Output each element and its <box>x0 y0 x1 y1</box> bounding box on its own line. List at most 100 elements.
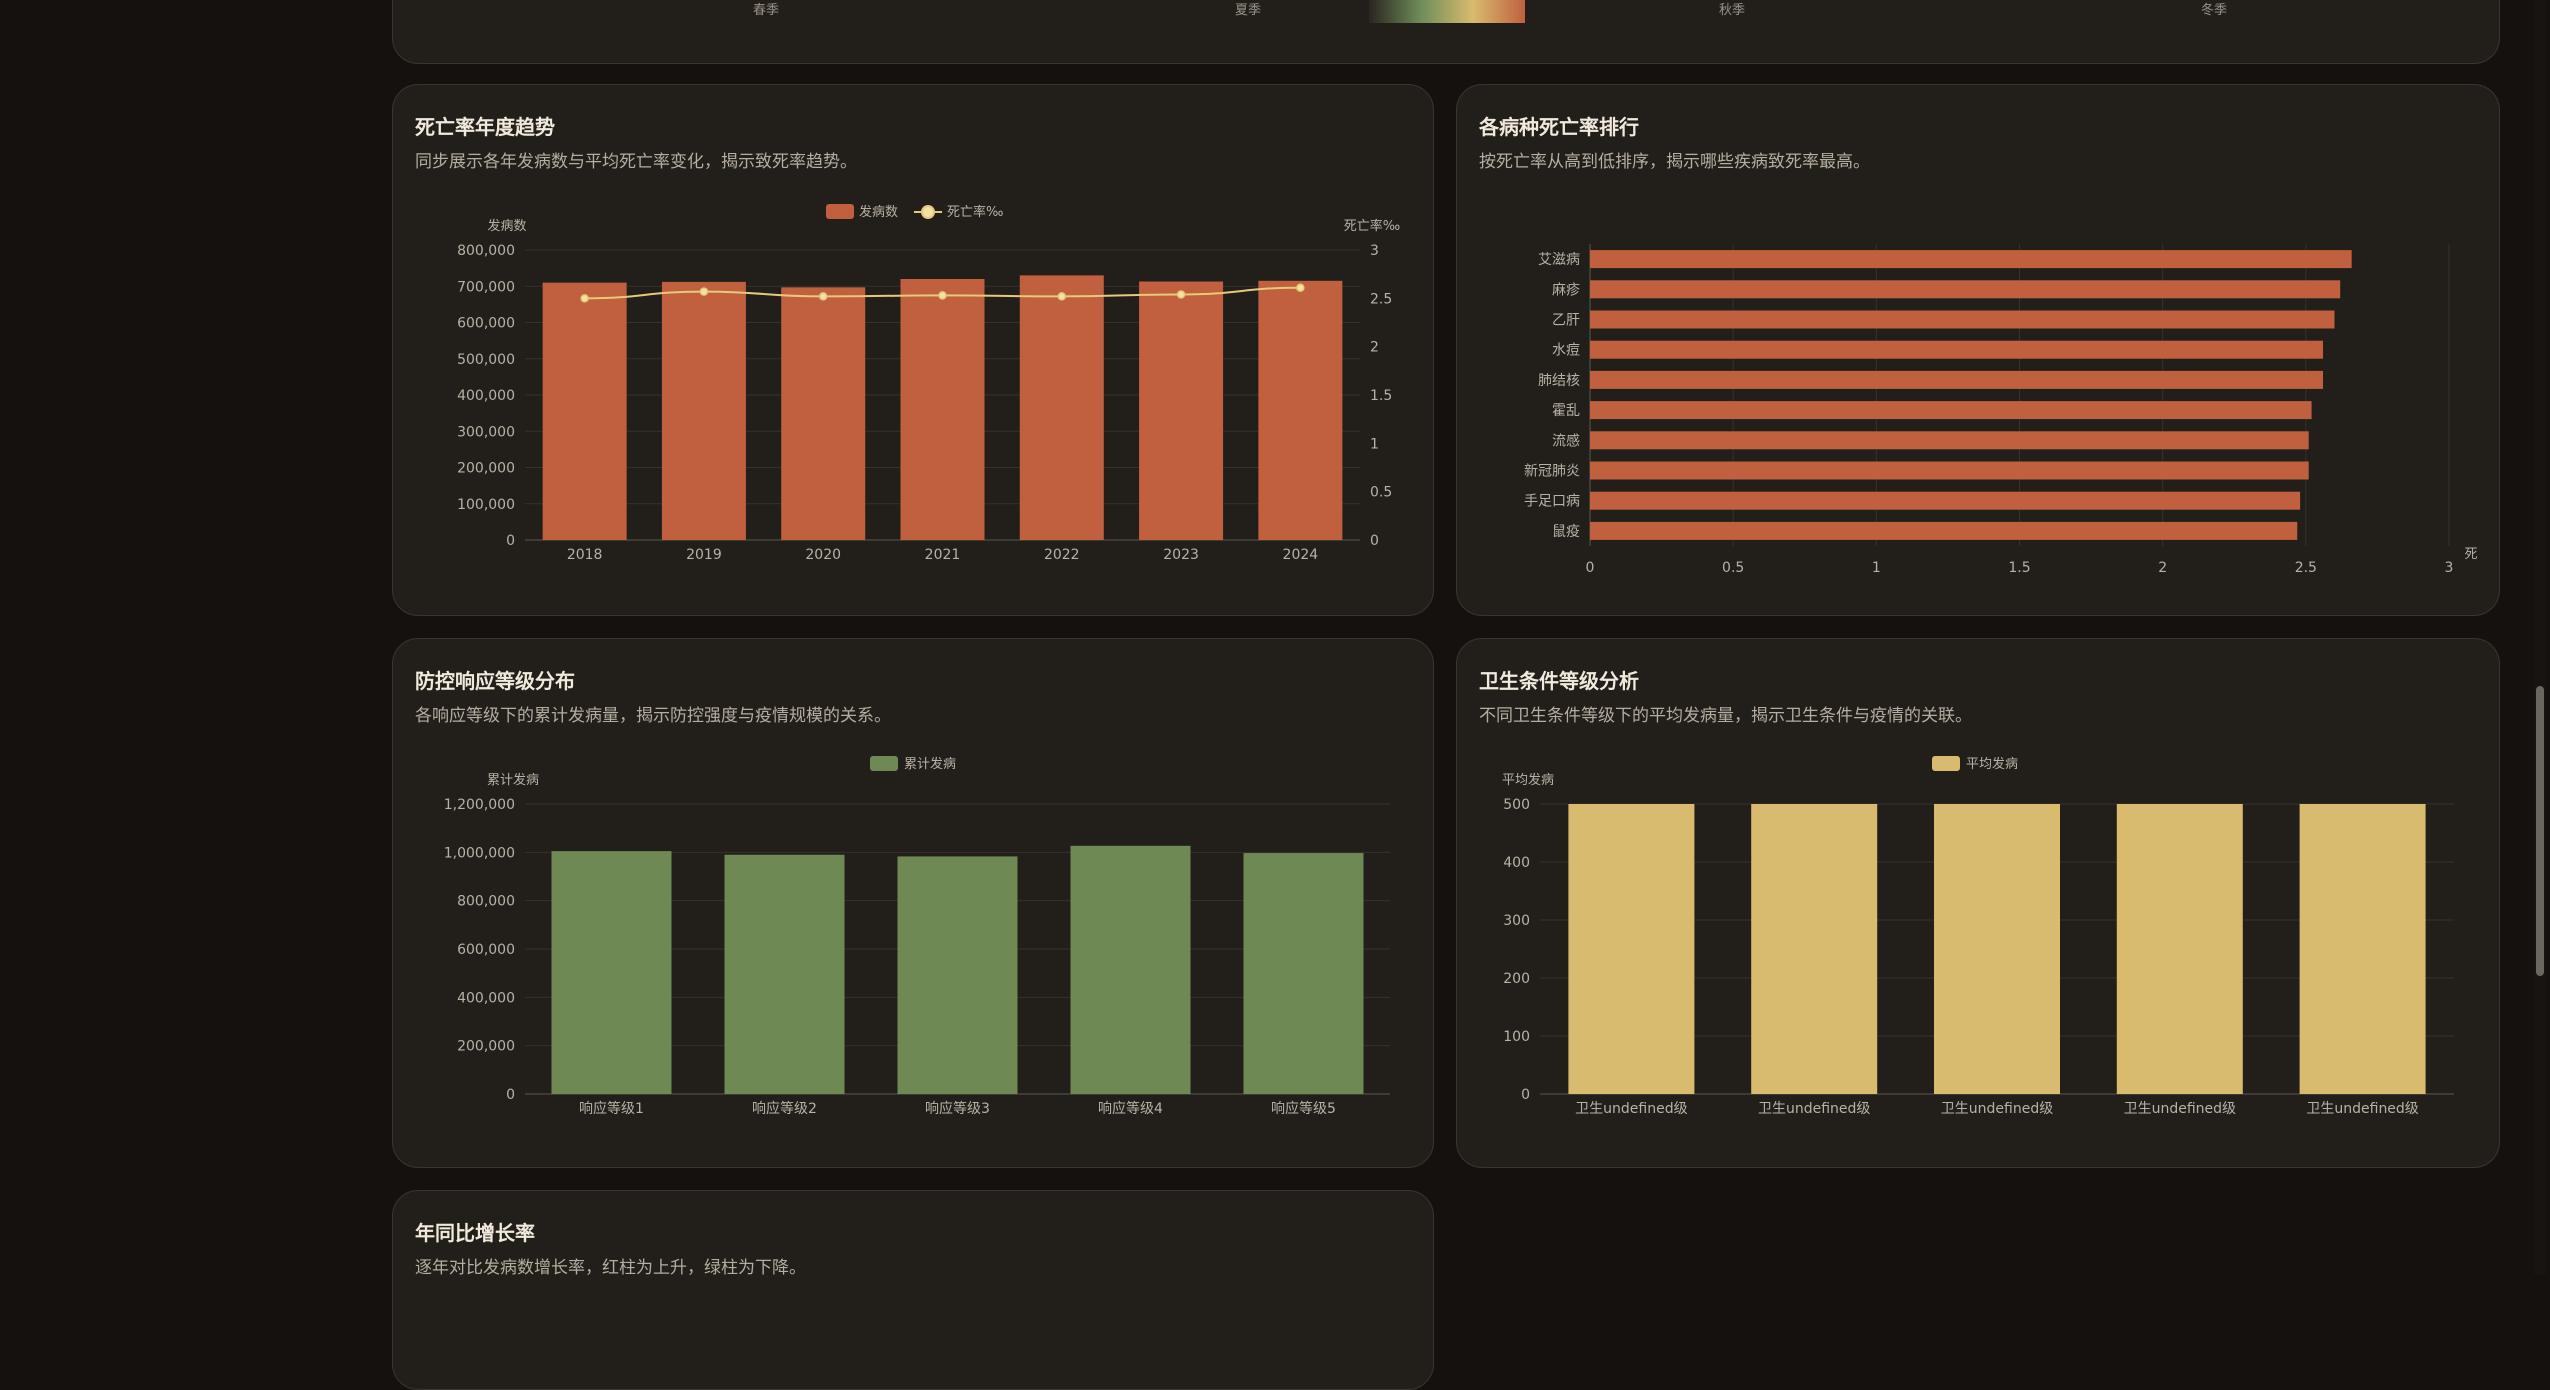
bar <box>1590 280 2341 299</box>
bar <box>2116 804 2243 1094</box>
season-label-winter: 冬季 <box>2201 3 2228 18</box>
y-tick-label: 新冠肺炎 <box>1524 464 1580 480</box>
y-tick-label: 400,000 <box>457 990 515 1006</box>
y-tick-label: 肺结核 <box>1538 373 1580 389</box>
x-tick-label: 卫生undefined级 <box>2124 1101 2236 1117</box>
x-tick-label: 响应等级3 <box>925 1100 990 1117</box>
y-tick-label: 0 <box>506 533 515 549</box>
bar <box>661 281 746 540</box>
bar <box>1590 431 2309 450</box>
y-tick-label: 400 <box>1503 855 1530 871</box>
bar <box>1590 521 2298 540</box>
line-point <box>1057 292 1067 301</box>
panel-subtitle: 按死亡率从高到低排序，揭示哪些疾病致死率最高。 <box>1479 152 1870 172</box>
season-label-autumn: 秋季 <box>1719 3 1746 18</box>
y-tick-label: 500,000 <box>457 352 515 368</box>
bar <box>1070 845 1191 1094</box>
scrollbar-thumb[interactable] <box>2536 686 2544 976</box>
x-tick-label: 响应等级1 <box>579 1100 644 1117</box>
x-tick-label: 卫生undefined级 <box>2306 1101 2418 1117</box>
y-tick-label: 霍乱 <box>1552 403 1580 419</box>
x-tick-label: 2.5 <box>2295 560 2317 576</box>
y-tick-label: 200,000 <box>457 461 515 477</box>
y-tick-label: 300 <box>1503 913 1530 929</box>
y-tick-label: 1,000,000 <box>444 845 515 861</box>
response-level-chart[interactable]: 0 200,000 400,000 600,000 800,000 1,000,000 1,… <box>392 638 1434 1168</box>
y-tick-label: 1,200,000 <box>444 797 515 813</box>
panel-title: 卫生条件等级分析 <box>1479 669 1639 693</box>
x-tick-label: 卫生undefined级 <box>1941 1101 2053 1117</box>
line-point <box>938 291 947 300</box>
x-tick-label: 0.5 <box>1722 560 1744 576</box>
bar <box>1590 310 2335 329</box>
panel-title: 年同比增长率 <box>415 1221 535 1245</box>
line-point <box>1296 283 1305 292</box>
y-tick-label: 600,000 <box>457 942 515 958</box>
y-axis-title: 发病数 <box>487 218 526 234</box>
x-tick-label: 卫生undefined级 <box>1758 1101 1870 1117</box>
bar <box>2299 804 2426 1094</box>
y-tick-label: 艾滋病 <box>1538 252 1580 268</box>
bar <box>1934 804 2060 1094</box>
x-tick-label: 2022 <box>1044 547 1080 563</box>
panel-title: 防控响应等级分布 <box>415 669 575 693</box>
x-tick-label: 2 <box>2158 560 2167 576</box>
y-tick-label: 700,000 <box>457 279 515 295</box>
y2-tick-label: 0 <box>1370 533 1379 549</box>
scrollbar-track[interactable] <box>2534 0 2546 1275</box>
legend-swatch-bar <box>826 204 854 219</box>
legend-label: 平均发病 <box>1966 756 2018 772</box>
legend-swatch-point <box>921 205 935 219</box>
panel-title: 各病种死亡率排行 <box>1479 115 1639 139</box>
y2-tick-label: 2 <box>1370 340 1379 356</box>
y-tick-label: 0 <box>506 1087 515 1103</box>
x-tick-label: 2021 <box>925 547 961 563</box>
panel-subtitle: 同步展示各年发病数与平均死亡率变化，揭示致死率趋势。 <box>415 152 857 172</box>
bar <box>900 279 985 540</box>
line-point <box>818 292 828 301</box>
panel-title: 死亡率年度趋势 <box>415 115 555 139</box>
y-axis-title: 平均发病 <box>1502 772 1554 788</box>
bar <box>1590 250 2352 269</box>
x-tick-label: 2019 <box>686 547 722 563</box>
bar <box>1568 804 1695 1094</box>
x-tick-label: 1.5 <box>2008 560 2030 576</box>
mortality-trend-chart[interactable]: 0 100,000 200,000 300,000 400,000 500,000 600,… <box>392 84 1434 616</box>
x-tick-label: 响应等级4 <box>1098 1100 1163 1117</box>
x-axis-title: 死 <box>2464 547 2477 562</box>
bar <box>542 282 627 540</box>
y2-tick-label: 1.5 <box>1370 388 1392 404</box>
legend-label: 死亡率‰ <box>947 204 1003 220</box>
line-point <box>1176 290 1186 299</box>
bar <box>1590 340 2324 359</box>
bar <box>1139 281 1224 540</box>
line-point <box>699 287 709 296</box>
season-label-summer: 夏季 <box>1235 3 1262 18</box>
y-tick-label: 乙肝 <box>1552 313 1580 329</box>
x-tick-label: 3 <box>2445 560 2454 576</box>
visual-map-gradient[interactable] <box>1369 0 1525 23</box>
bar <box>1590 401 2312 420</box>
y-tick-label: 0 <box>1521 1087 1530 1103</box>
panel-subtitle: 不同卫生条件等级下的平均发病量，揭示卫生条件与疫情的关联。 <box>1479 706 1972 726</box>
seasonal-panel: 春季 夏季 秋季 冬季 <box>392 0 2500 64</box>
y-tick-label: 鼠疫 <box>1552 524 1580 540</box>
bar <box>1243 853 1364 1094</box>
y-tick-label: 800,000 <box>457 894 515 910</box>
y-tick-label: 400,000 <box>457 388 515 404</box>
y-tick-label: 100,000 <box>457 497 515 513</box>
y-tick-label: 麻疹 <box>1552 282 1580 298</box>
x-tick-label: 2020 <box>805 547 841 563</box>
y-axis-title: 累计发病 <box>487 772 539 788</box>
bar <box>1590 461 2309 480</box>
y-tick-label: 流感 <box>1552 432 1580 449</box>
y2-tick-label: 1 <box>1370 436 1379 452</box>
bar <box>1019 275 1104 540</box>
x-tick-label: 0 <box>1586 560 1595 576</box>
y2-tick-label: 2.5 <box>1370 291 1392 307</box>
y2-tick-label: 3 <box>1370 243 1379 259</box>
y-tick-label: 手足口病 <box>1524 494 1580 510</box>
bar <box>897 856 1018 1094</box>
